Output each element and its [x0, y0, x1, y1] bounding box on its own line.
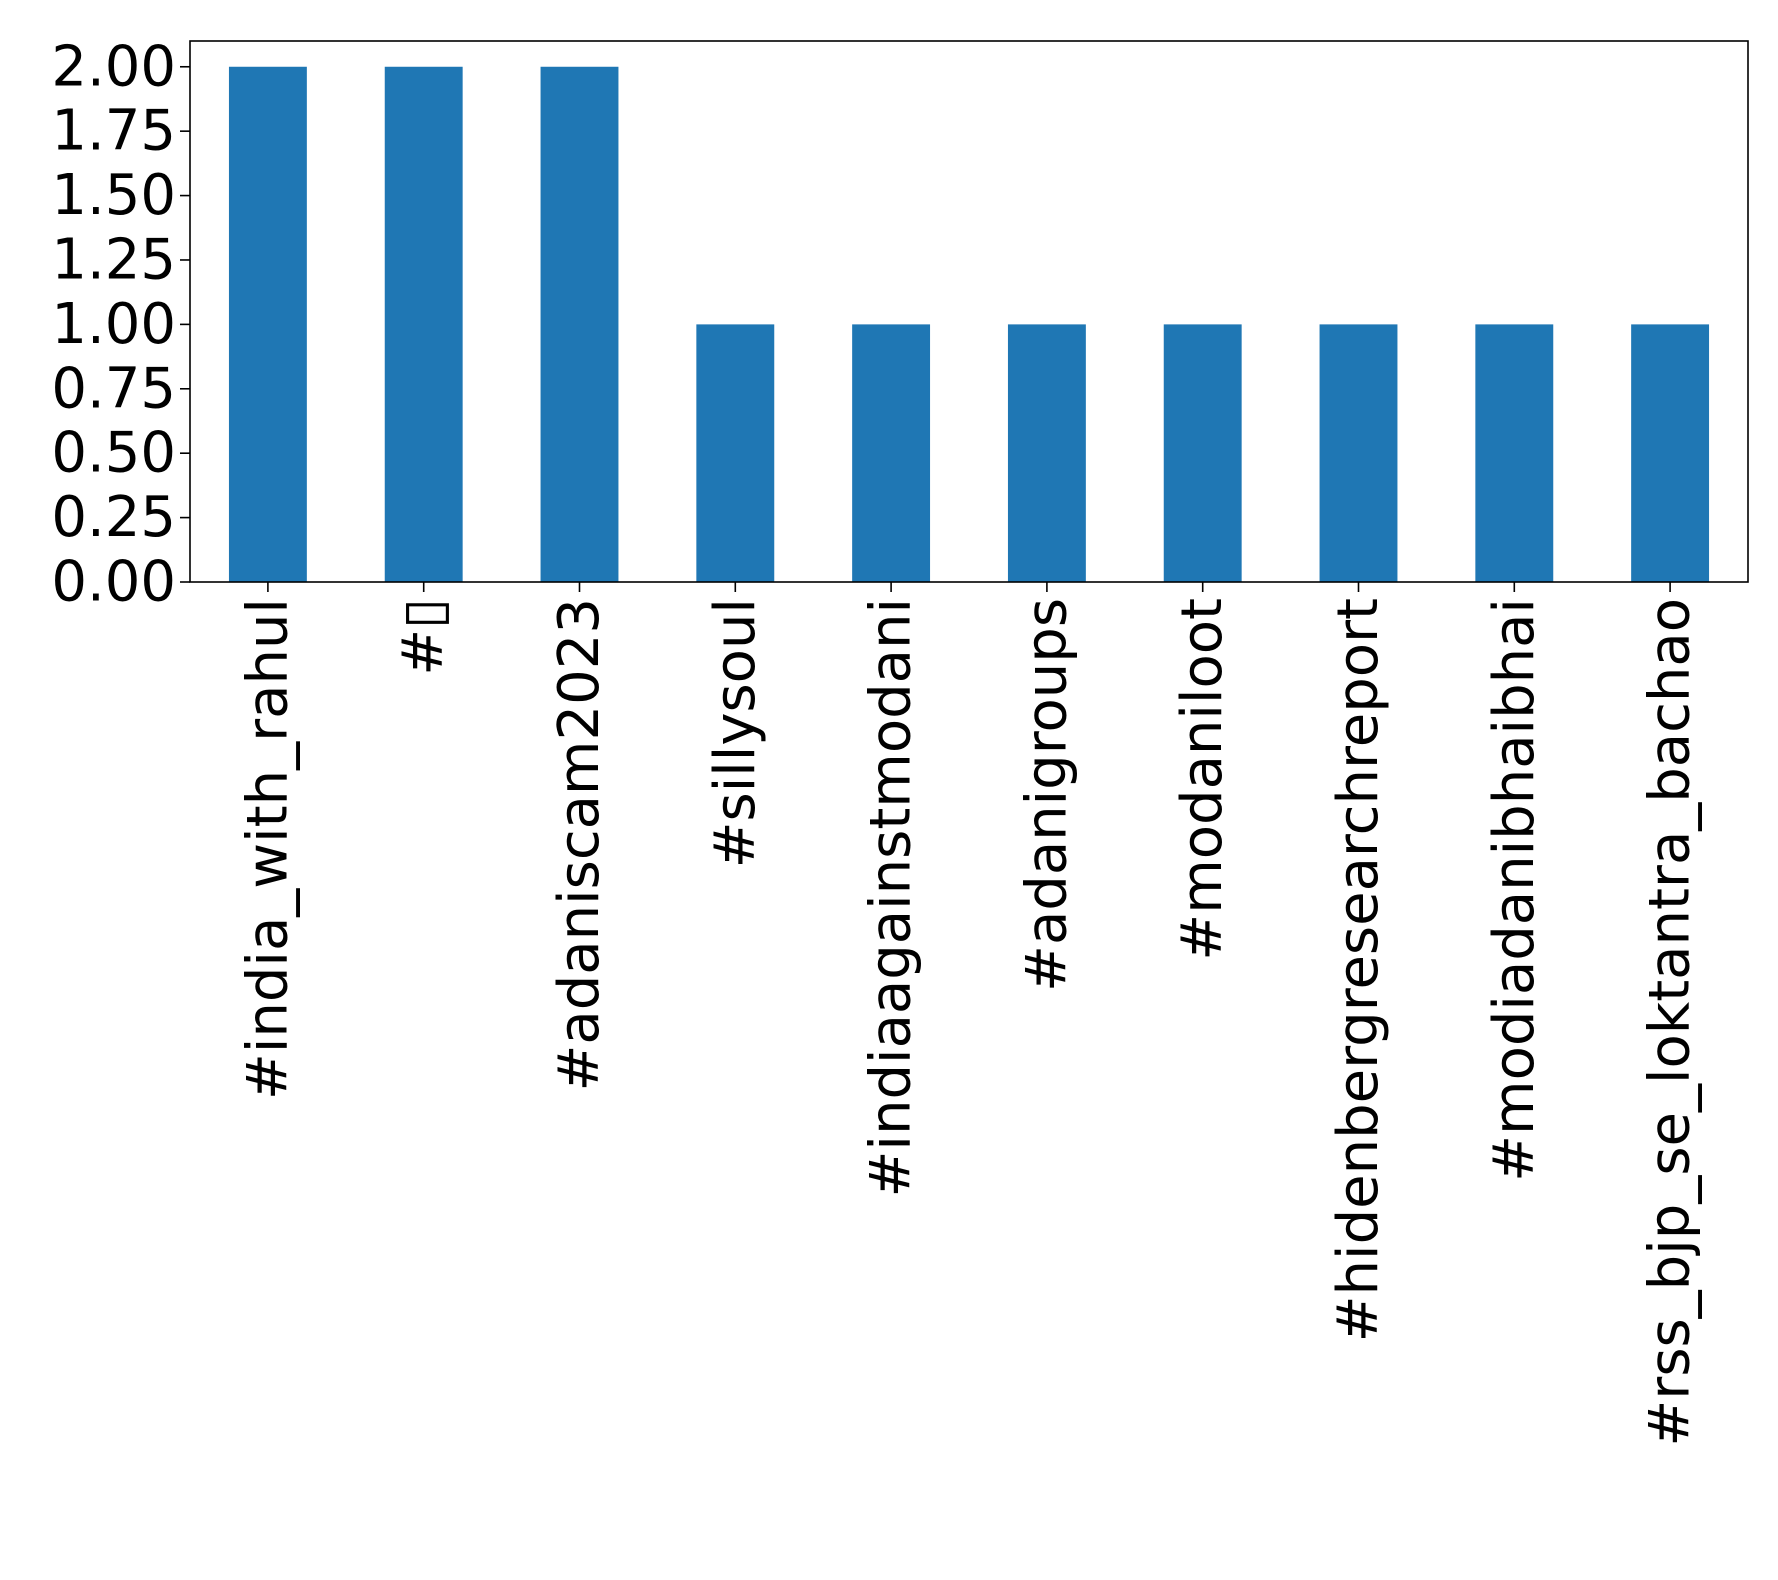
x-tick-label: #rss_bjp_se_loktantra_bachao	[1638, 598, 1703, 1447]
bar-6	[1163, 324, 1242, 582]
y-tick-label: 1.00	[51, 292, 176, 357]
bar-3	[696, 324, 775, 582]
y-tick-label: 0.25	[51, 485, 176, 550]
x-tick-label: #sillysoul	[703, 598, 768, 868]
x-tick-label: #modaniloot	[1170, 598, 1235, 961]
y-tick-label: 0.00	[51, 550, 176, 615]
bar-1	[384, 66, 463, 582]
bar-7	[1319, 324, 1398, 582]
y-tick-label: 2.00	[51, 34, 176, 99]
y-tick-label: 1.25	[51, 227, 176, 292]
x-tick-label: #adanigroups	[1014, 598, 1079, 992]
y-tick-label: 1.75	[51, 99, 176, 164]
bar-9	[1631, 324, 1710, 582]
x-tick-label: #indiaagainstmodani	[859, 598, 924, 1197]
x-tick-label: #modiadanibhaibhai	[1482, 598, 1547, 1182]
y-tick-label: 0.50	[51, 421, 176, 486]
x-tick-label: #hidenbergresearchreport	[1326, 598, 1391, 1342]
bar-0	[228, 66, 307, 582]
bar-8	[1475, 324, 1554, 582]
bar-2	[540, 66, 619, 582]
x-tick-label: #adaniscam2023	[547, 598, 612, 1092]
y-tick-label: 0.75	[51, 356, 176, 421]
plot-frame	[189, 40, 1749, 583]
bar-4	[852, 324, 931, 582]
x-tick-label: #india_with_rahul	[235, 598, 300, 1100]
x-tick-label: #▯	[391, 598, 456, 676]
bar-5	[1007, 324, 1086, 582]
y-axis: 0.000.250.500.751.001.251.501.752.00	[51, 34, 190, 615]
bars-layer	[228, 66, 1710, 582]
x-axis: #india_with_rahul #▯ #adaniscam2023 #sillys…	[235, 582, 1703, 1447]
y-tick-label: 1.50	[51, 163, 176, 228]
